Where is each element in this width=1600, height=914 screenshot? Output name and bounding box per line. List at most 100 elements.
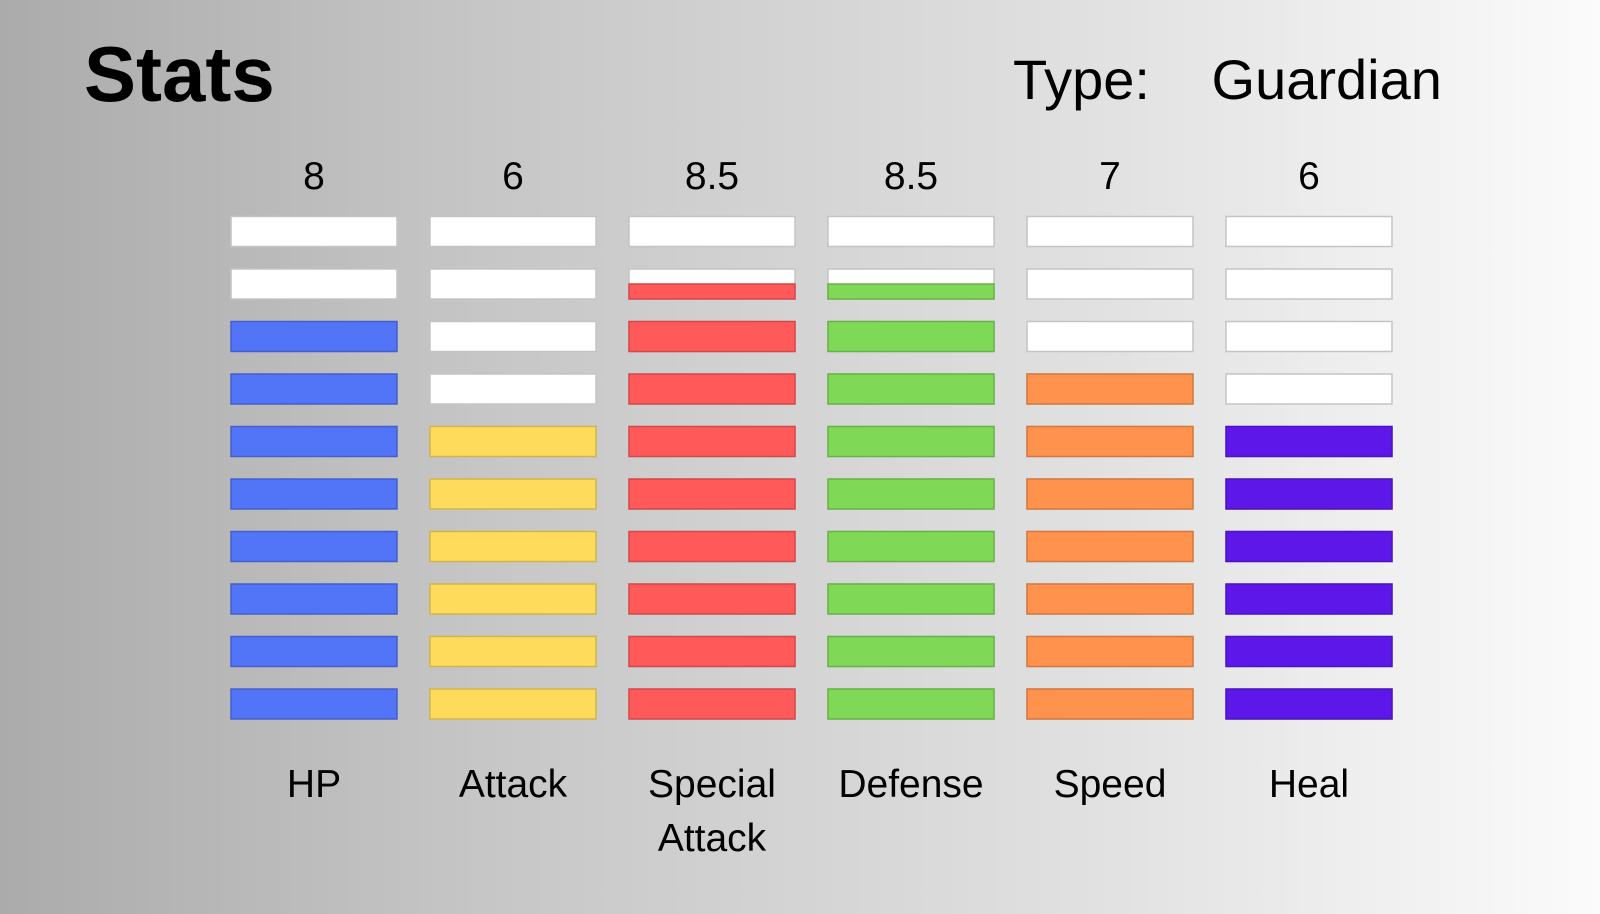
stat-column: 6 Attack <box>429 155 597 806</box>
stat-segment <box>1225 215 1393 248</box>
stat-segment-fill <box>1226 689 1392 719</box>
stat-segment-fill <box>1027 531 1193 562</box>
stat-segment <box>1225 320 1393 353</box>
stat-segment-fill <box>629 479 795 509</box>
stat-segment <box>628 635 796 668</box>
stat-segment <box>827 425 995 458</box>
stat-segment <box>429 373 597 405</box>
stat-segment <box>230 530 398 563</box>
stat-value-label: 6 <box>502 155 524 198</box>
stat-category-label: Heal <box>1269 763 1349 806</box>
stat-segment <box>628 268 796 300</box>
stat-segment <box>1225 635 1393 668</box>
stat-segment-fill <box>1027 689 1193 719</box>
stat-segment-fill <box>828 426 994 457</box>
stat-segment <box>230 268 398 300</box>
stat-segment <box>230 478 398 510</box>
stat-segment <box>429 635 597 668</box>
stat-segment-fill <box>828 284 994 299</box>
stat-segment <box>827 530 995 563</box>
stat-segment-fill <box>629 531 795 562</box>
stat-segment-fill <box>231 584 397 614</box>
stat-segment <box>1026 583 1194 615</box>
stat-segment-fill <box>1027 636 1193 667</box>
stat-segment <box>1026 320 1194 353</box>
stat-segment <box>628 583 796 615</box>
stat-category-label: Attack <box>459 763 568 806</box>
stat-segment-fill <box>1226 531 1392 562</box>
stat-segment <box>628 215 796 248</box>
stat-segment <box>628 320 796 353</box>
stat-segment <box>1225 530 1393 563</box>
stat-category-line: Attack <box>459 763 568 806</box>
stat-segment-fill <box>629 284 795 299</box>
stat-segment <box>1225 478 1393 510</box>
stat-segment <box>827 583 995 615</box>
stat-segment <box>827 688 995 720</box>
stat-segment-fill <box>828 321 994 352</box>
stat-segment <box>628 373 796 405</box>
stat-segment-fill <box>231 374 397 404</box>
stat-segment <box>230 373 398 405</box>
stat-category-line: Special <box>648 763 776 806</box>
stat-segment <box>429 425 597 458</box>
stat-segment <box>230 320 398 353</box>
stat-value-label: 7 <box>1099 155 1121 198</box>
stat-segment <box>429 320 597 353</box>
stat-segment-fill <box>231 531 397 562</box>
stat-category-label: Defense <box>838 763 983 806</box>
stat-column: 7 Speed <box>1026 155 1194 806</box>
stat-segment-fill <box>828 584 994 614</box>
stat-column: 6 Heal <box>1225 155 1393 806</box>
type-value: Guardian <box>1211 48 1442 111</box>
stat-segment <box>230 215 398 248</box>
stat-segment <box>827 215 995 248</box>
stat-segment <box>827 478 995 510</box>
stat-segment <box>230 583 398 615</box>
stat-value-label: 8.5 <box>685 155 739 198</box>
stat-segment-fill <box>231 426 397 457</box>
stat-segment-fill <box>1226 479 1392 509</box>
page-title: Stats <box>84 30 275 118</box>
stat-segment <box>1225 373 1393 405</box>
stat-segment-fill <box>1226 636 1392 667</box>
stat-category-line: HP <box>287 763 341 806</box>
type-label: Type: <box>1013 48 1150 111</box>
stat-column: 8 HP <box>230 155 398 806</box>
stat-segment <box>429 478 597 510</box>
stat-segment-fill <box>1226 426 1392 457</box>
stat-segment <box>429 583 597 615</box>
stat-segment-fill <box>629 689 795 719</box>
stat-segment <box>1225 688 1393 720</box>
stat-segment-fill <box>430 531 596 562</box>
stat-segment-fill <box>629 636 795 667</box>
stat-segment-fill <box>629 374 795 404</box>
type-display: Type: Guardian <box>1013 52 1442 108</box>
stat-segment-fill <box>430 479 596 509</box>
stat-category-label: HP <box>287 763 341 806</box>
stat-segment <box>429 268 597 300</box>
stat-category-line: Speed <box>1054 763 1167 806</box>
stat-segment-fill <box>828 689 994 719</box>
stat-segment <box>1026 530 1194 563</box>
stat-segment <box>827 268 995 300</box>
stat-category-line: Heal <box>1269 763 1349 806</box>
stat-segment-fill <box>1027 426 1193 457</box>
stat-segment <box>230 425 398 458</box>
stat-segment-fill <box>1226 584 1392 614</box>
stat-segment-fill <box>629 426 795 457</box>
stat-segment <box>827 373 995 405</box>
stat-category-line: Attack <box>658 817 767 860</box>
stat-segment <box>230 688 398 720</box>
stat-segment <box>1026 373 1194 405</box>
stat-segment-fill <box>430 584 596 614</box>
stat-segment <box>429 530 597 563</box>
stat-segment <box>230 635 398 668</box>
stat-value-label: 8.5 <box>884 155 938 198</box>
stat-segment <box>429 688 597 720</box>
stat-segment-fill <box>430 689 596 719</box>
stat-column: 8.5 Special Attack <box>628 155 796 860</box>
stat-segment <box>429 215 597 248</box>
stat-segment <box>1026 688 1194 720</box>
stat-segment-fill <box>1027 479 1193 509</box>
